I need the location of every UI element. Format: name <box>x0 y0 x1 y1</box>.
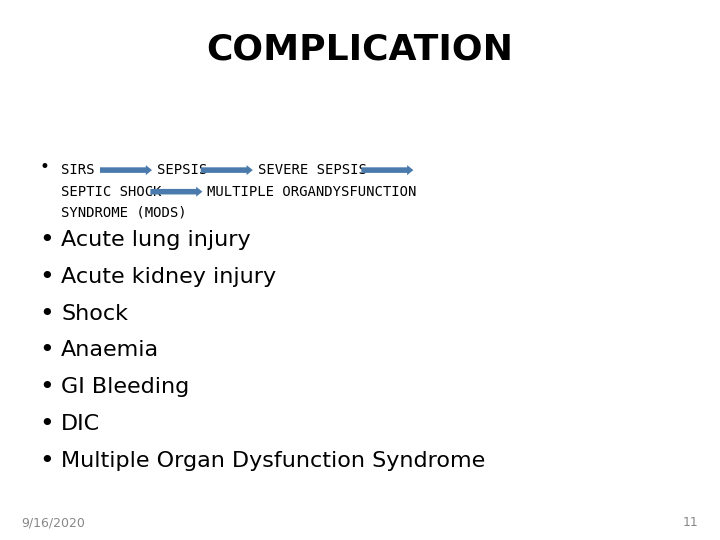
Text: •: • <box>40 158 50 177</box>
Text: 11: 11 <box>683 516 698 529</box>
Text: •: • <box>40 302 54 326</box>
Text: SEVERE SEPSIS: SEVERE SEPSIS <box>258 163 366 177</box>
Text: •: • <box>40 228 54 252</box>
Text: Multiple Organ Dysfunction Syndrome: Multiple Organ Dysfunction Syndrome <box>61 450 485 471</box>
Text: SEPSIS: SEPSIS <box>157 163 207 177</box>
Text: Shock: Shock <box>61 303 128 324</box>
Text: GI Bleeding: GI Bleeding <box>61 377 189 397</box>
Text: Anaemia: Anaemia <box>61 340 159 361</box>
Text: •: • <box>40 339 54 362</box>
Text: SYNDROME (MODS): SYNDROME (MODS) <box>61 205 186 219</box>
Text: COMPLICATION: COMPLICATION <box>207 32 513 66</box>
Text: Acute kidney injury: Acute kidney injury <box>61 267 276 287</box>
Text: MULTIPLE ORGANDYSFUNCTION: MULTIPLE ORGANDYSFUNCTION <box>207 185 417 199</box>
Text: Acute lung injury: Acute lung injury <box>61 230 251 251</box>
Text: DIC: DIC <box>61 414 100 434</box>
Text: 9/16/2020: 9/16/2020 <box>22 516 86 529</box>
Text: •: • <box>40 412 54 436</box>
Text: SEPTIC SHOCK: SEPTIC SHOCK <box>61 185 162 199</box>
Text: •: • <box>40 265 54 289</box>
Text: •: • <box>40 375 54 399</box>
Text: •: • <box>40 449 54 472</box>
Text: SIRS: SIRS <box>61 163 95 177</box>
